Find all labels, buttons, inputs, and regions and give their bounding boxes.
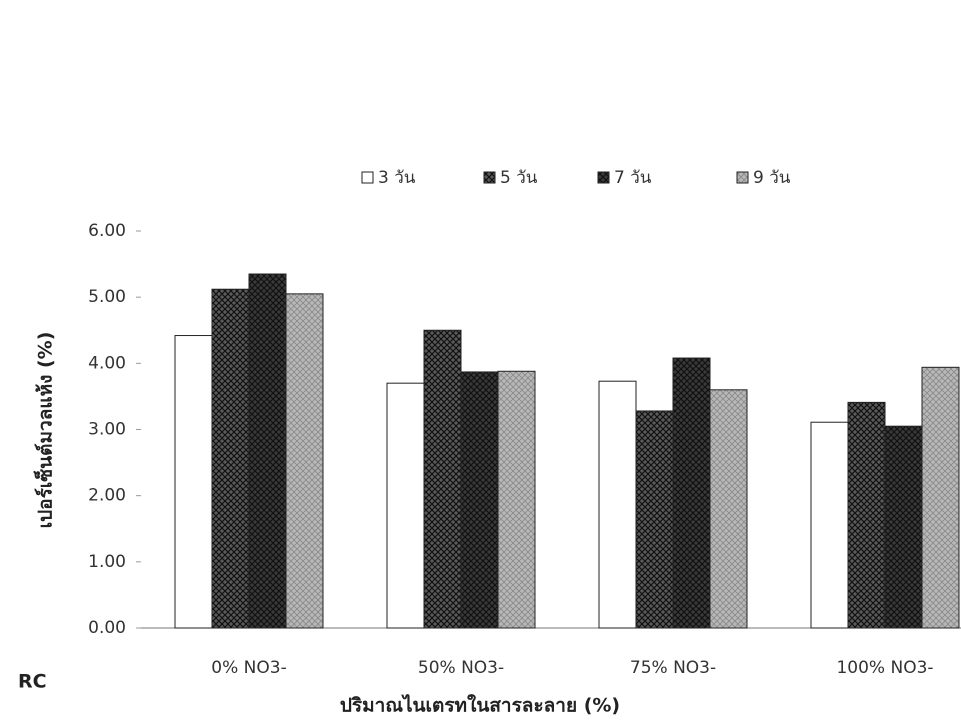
y-tick-label: 4.00 (88, 353, 126, 373)
x-tick-label: 50% NO3- (418, 658, 504, 678)
x-tick-label: 100% NO3- (836, 658, 933, 678)
bar (461, 372, 498, 628)
legend-label: 7 วัน (614, 168, 652, 188)
y-axis-title: เปอร์เซ็นต์มวลแห้ง (%) (33, 332, 57, 529)
legend-label: 5 วัน (500, 168, 538, 188)
bar (848, 402, 885, 628)
y-tick-label: 2.00 (88, 486, 126, 506)
bar (498, 371, 535, 628)
bar (599, 381, 636, 628)
y-tick-label: 6.00 (88, 221, 126, 241)
bar (811, 422, 848, 628)
bar (286, 294, 323, 628)
legend-swatch (598, 172, 609, 183)
x-tick-label: 0% NO3- (211, 658, 286, 678)
legend-swatch (484, 172, 495, 183)
annotation: RC (18, 671, 47, 693)
bar (673, 358, 710, 628)
bar (175, 336, 212, 628)
legend-swatch (362, 172, 373, 183)
page: ปริมาณไนเตรทในสารละลาย (%) เปอร์เซ็นต์มว… (0, 0, 961, 721)
legend-label: 3 วัน (378, 168, 416, 188)
y-tick-label: 3.00 (88, 420, 126, 440)
bar (212, 289, 249, 628)
bar (710, 390, 747, 628)
y-tick-label: 5.00 (88, 287, 126, 307)
y-tick-label: 0.00 (88, 618, 126, 638)
bar (249, 274, 286, 628)
chart: ปริมาณไนเตรทในสารละลาย (%) เปอร์เซ็นต์มว… (0, 0, 961, 721)
bar (636, 411, 673, 628)
bar (387, 383, 424, 628)
bar (424, 330, 461, 628)
x-tick-label: 75% NO3- (630, 658, 716, 678)
legend-label: 9 วัน (753, 168, 791, 188)
y-tick-label: 1.00 (88, 552, 126, 572)
bar (885, 426, 922, 628)
legend-swatch (737, 172, 748, 183)
bar (922, 367, 959, 628)
x-axis-title: ปริมาณไนเตรทในสารละลาย (%) (340, 694, 620, 717)
